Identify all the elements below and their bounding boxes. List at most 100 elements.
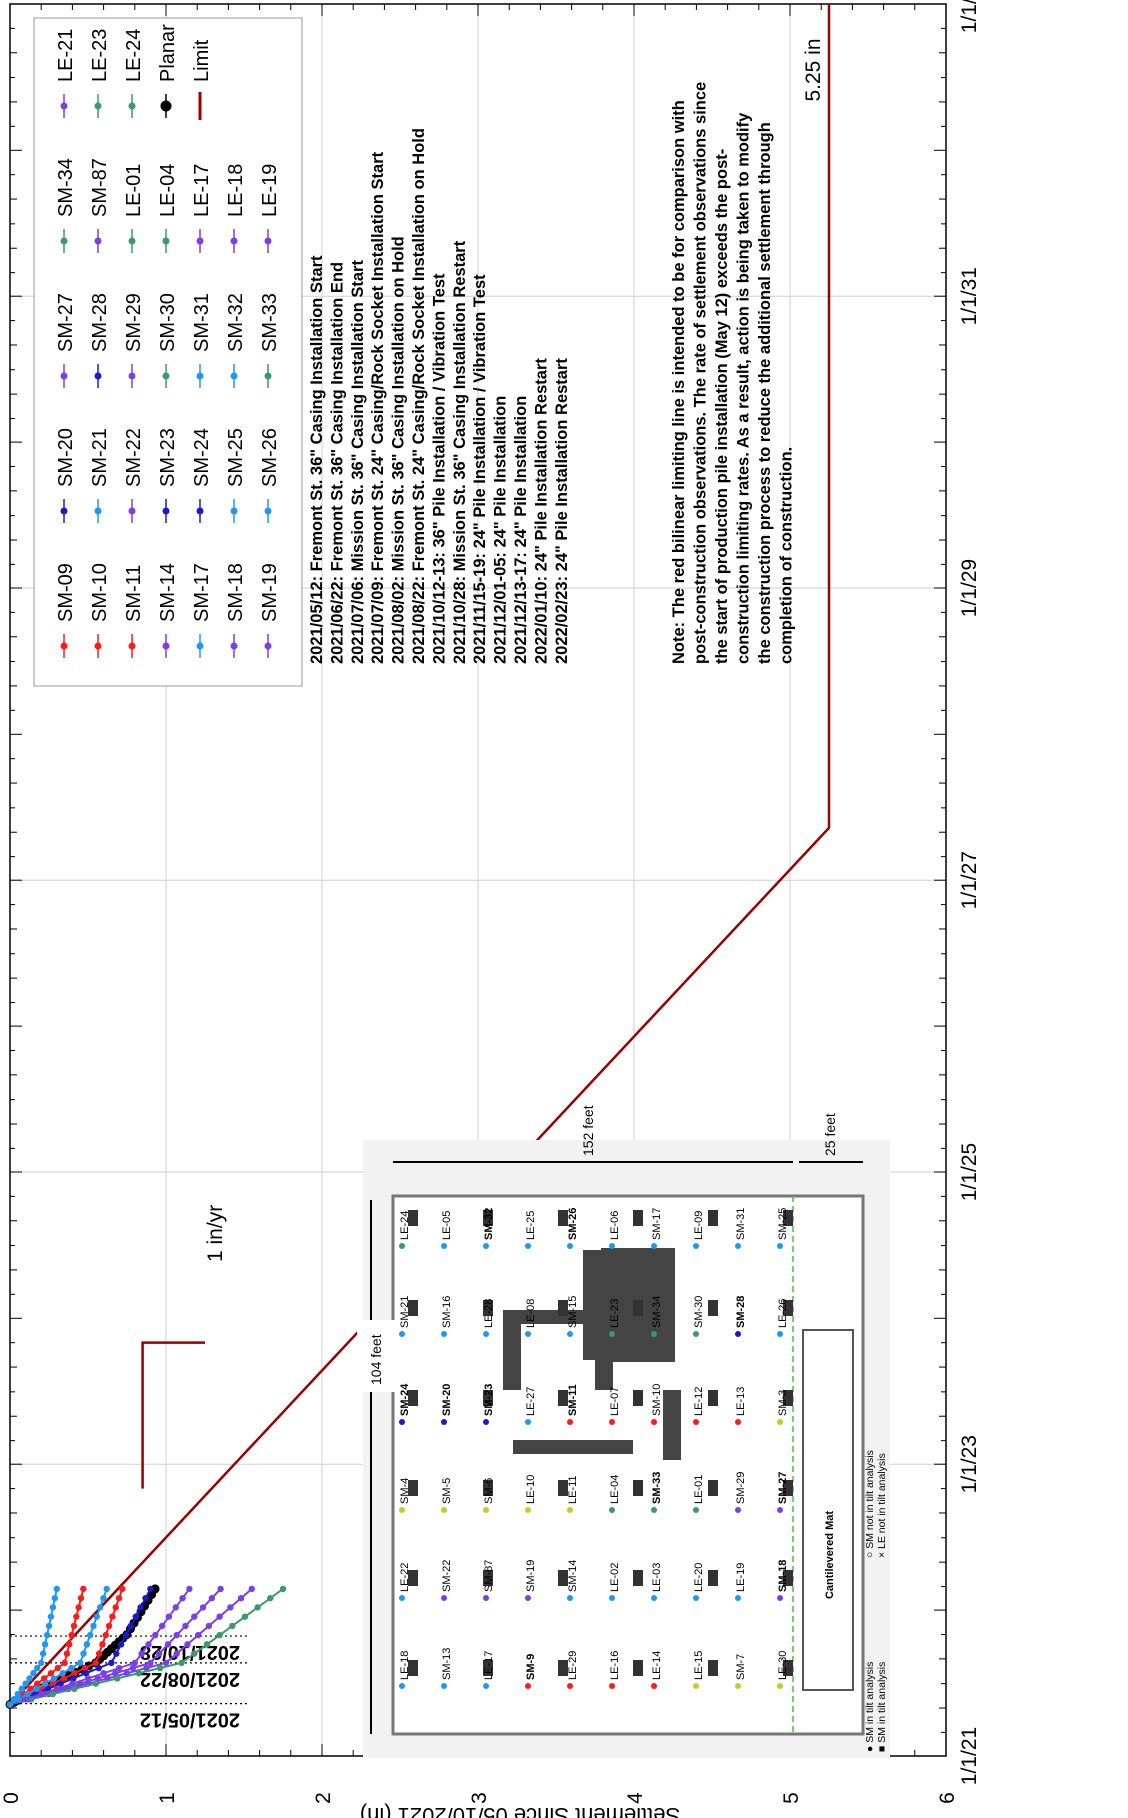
monitoring-point-marker [567, 1243, 573, 1249]
series-marker-sm-20 [95, 1664, 102, 1672]
series-marker-sm-30 [241, 1613, 249, 1620]
event-text: 2021/07/06: Mission St. 36" Casing Insta… [349, 260, 367, 664]
legend-marker [94, 507, 102, 515]
monitoring-point-label: LE-01 [693, 1475, 705, 1504]
monitoring-point-marker [399, 1331, 405, 1337]
series-marker-sm-29 [237, 1594, 245, 1602]
event-reference-label: 2021/08/22 [140, 1668, 240, 1690]
series-marker-sm-20 [142, 1594, 149, 1602]
monitoring-point-marker [777, 1419, 783, 1425]
series-marker-sm-22 [164, 1641, 172, 1648]
column [483, 1480, 493, 1496]
monitoring-point-label: SM-17 [651, 1208, 663, 1240]
monitoring-point-label: LE-17 [483, 1651, 495, 1680]
slope-triangle [141, 1341, 205, 1489]
monitoring-point-label: LE-30 [777, 1651, 789, 1680]
legend-entry: SM-32 [225, 293, 247, 388]
core-opening [601, 1248, 675, 1362]
monitoring-point-label: LE-18 [399, 1651, 411, 1680]
legend-label: Planar [157, 24, 179, 82]
monitoring-point-marker [441, 1331, 447, 1337]
series-marker-sm-17 [26, 1675, 33, 1682]
monitoring-point-label: LE-12 [693, 1387, 705, 1416]
monitoring-point-label: SM-9 [525, 1654, 537, 1680]
series-marker-sm-25 [100, 1594, 107, 1602]
monitoring-point-label: SM-20 [441, 1384, 453, 1416]
series-marker-sm-30 [203, 1641, 211, 1648]
legend-label: SM-11 [123, 565, 145, 622]
series-marker-sm-17 [53, 1585, 60, 1593]
event-text: 2021/08/22: Fremont St. 24" Casing/Rock … [410, 128, 428, 664]
column [708, 1300, 718, 1316]
core-wall [663, 1390, 681, 1460]
monitoring-point-marker [525, 1507, 531, 1513]
legend-entry: SM-33 [259, 293, 281, 388]
monitoring-point-label: SM-4 [399, 1478, 411, 1504]
legend-label: LE-24 [123, 29, 145, 82]
monitoring-point-label: LE-19 [735, 1563, 747, 1592]
column [633, 1390, 643, 1406]
monitoring-point-label: SM-13 [441, 1648, 453, 1680]
monitoring-point-label: LE-10 [525, 1475, 537, 1504]
monitoring-point-marker [693, 1683, 699, 1689]
event-text: 2021/07/09: Fremont St. 24" Casing/Rock … [369, 151, 387, 664]
legend-entry: SM-27 [55, 293, 77, 388]
monitoring-point-label: LE-03 [651, 1563, 663, 1592]
note-block: Note: The red bilinear limiting line is … [670, 82, 796, 664]
legend-entry: LE-21 [55, 29, 77, 118]
event-text: 2021/10/12-13: 36" Pile Installation / V… [430, 273, 448, 664]
monitoring-point-marker [525, 1595, 531, 1601]
series-marker-sm-25 [77, 1659, 84, 1667]
legend-marker [196, 237, 204, 245]
legend-marker [60, 507, 68, 515]
monitoring-point-marker [609, 1419, 615, 1425]
legend-label: LE-19 [259, 164, 281, 217]
column [558, 1480, 568, 1496]
settlement-tick-label: 3 [468, 1792, 491, 1804]
column [783, 1570, 793, 1586]
legend-entry: SM-24 [191, 428, 213, 523]
monitoring-point-label: SM-26 [567, 1208, 579, 1240]
monitoring-point-marker [567, 1331, 573, 1337]
legend-marker [264, 237, 272, 245]
column [783, 1660, 793, 1676]
legend-entry: LE-04 [157, 164, 179, 253]
monitoring-point-marker [777, 1243, 783, 1249]
column [408, 1570, 418, 1586]
monitoring-point-marker [441, 1419, 447, 1425]
settlement-tick-label: 4 [624, 1792, 647, 1804]
column [633, 1570, 643, 1586]
inset-key-sm-not-tilt: ○ SM not in tilt analysis [864, 1450, 876, 1558]
legend-entry: SM-30 [157, 293, 179, 388]
note-text: construction limiting rates. As a result… [735, 112, 753, 664]
monitoring-point-marker [483, 1683, 489, 1689]
date-tick-label: 1/1/27 [958, 851, 981, 909]
legend-marker [94, 237, 102, 245]
legend-marker [196, 642, 204, 650]
monitoring-point-label: SM-31 [735, 1208, 747, 1240]
series-marker-sm-09 [99, 1641, 106, 1648]
series-marker-sm-11 [66, 1641, 73, 1648]
series-marker-sm-11 [63, 1650, 71, 1657]
legend-marker [162, 507, 170, 515]
series-marker-sm-30 [254, 1604, 261, 1611]
series-marker-sm-11 [40, 1675, 48, 1682]
monitoring-point-label: SM-5 [441, 1478, 453, 1504]
legend: SM-09 SM-10 SM-11 SM-14 SM-17 SM-18 SM-19 SM-20… [33, 17, 303, 687]
legend-marker [128, 102, 136, 110]
legend-label: SM-32 [225, 293, 247, 352]
series-marker-sm-17 [47, 1613, 55, 1620]
monitoring-point-label: SM-11 [567, 1384, 579, 1416]
series-marker-sm-11 [34, 1680, 41, 1687]
series-marker-sm-30 [191, 1650, 198, 1657]
monitoring-point-marker [399, 1683, 405, 1689]
column [633, 1480, 643, 1496]
inset-key-le-not-tilt: × LE not in tilt analysis [876, 1453, 888, 1558]
series-marker-sm-25 [59, 1670, 66, 1677]
legend-label: LE-04 [157, 164, 179, 217]
column [633, 1660, 643, 1676]
monitoring-point-marker [399, 1419, 405, 1425]
event-text: 2021/11/15-19: 24" Pile Installation / V… [471, 274, 489, 664]
column [408, 1300, 418, 1316]
